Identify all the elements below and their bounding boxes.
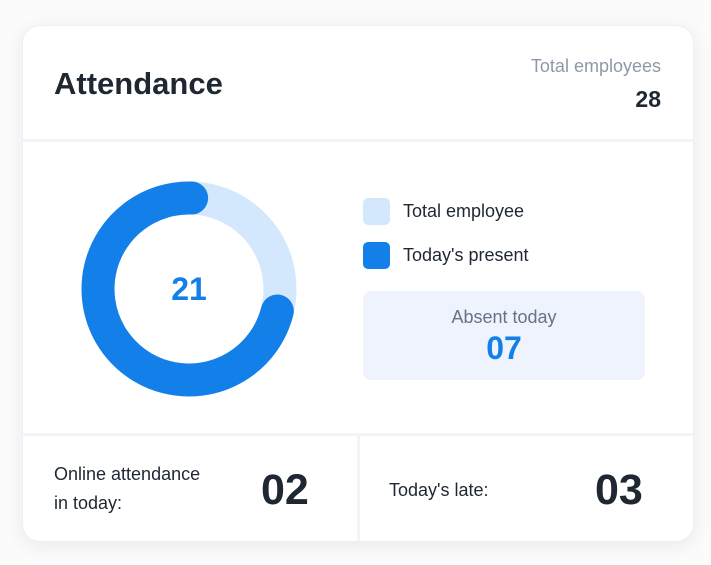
legend-label: Total employee	[403, 201, 525, 221]
total-employees-label: Total employees	[530, 56, 661, 76]
footer-vertical-divider	[357, 436, 360, 541]
online-label-line1: Online attendance	[54, 464, 201, 484]
absent-label: Absent today	[451, 307, 557, 327]
online-attendance-value: 02	[261, 466, 309, 514]
header-divider	[23, 139, 693, 142]
absent-today-box: Absent today 07	[363, 291, 645, 380]
attendance-card: Attendance Total employees 28 21 Total e…	[22, 25, 694, 542]
legend-item-total: Total employee	[363, 198, 524, 225]
legend-swatch	[363, 242, 390, 269]
late-value: 03	[595, 466, 643, 514]
card-title: Attendance	[54, 66, 223, 101]
donut-center-value: 21	[171, 271, 207, 307]
legend-label: Today's present	[403, 245, 529, 265]
total-employees-value: 28	[635, 86, 661, 112]
legend-swatch	[363, 198, 390, 225]
donut-present-arc	[81, 181, 297, 397]
footer-divider	[23, 433, 693, 436]
late-label: Today's late:	[389, 480, 489, 500]
online-attendance-label: Online attendance in today:	[54, 460, 200, 518]
online-label-line2: in today:	[54, 493, 123, 513]
absent-value: 07	[486, 330, 522, 366]
attendance-donut-chart	[81, 181, 297, 397]
legend-item-present: Today's present	[363, 242, 529, 269]
